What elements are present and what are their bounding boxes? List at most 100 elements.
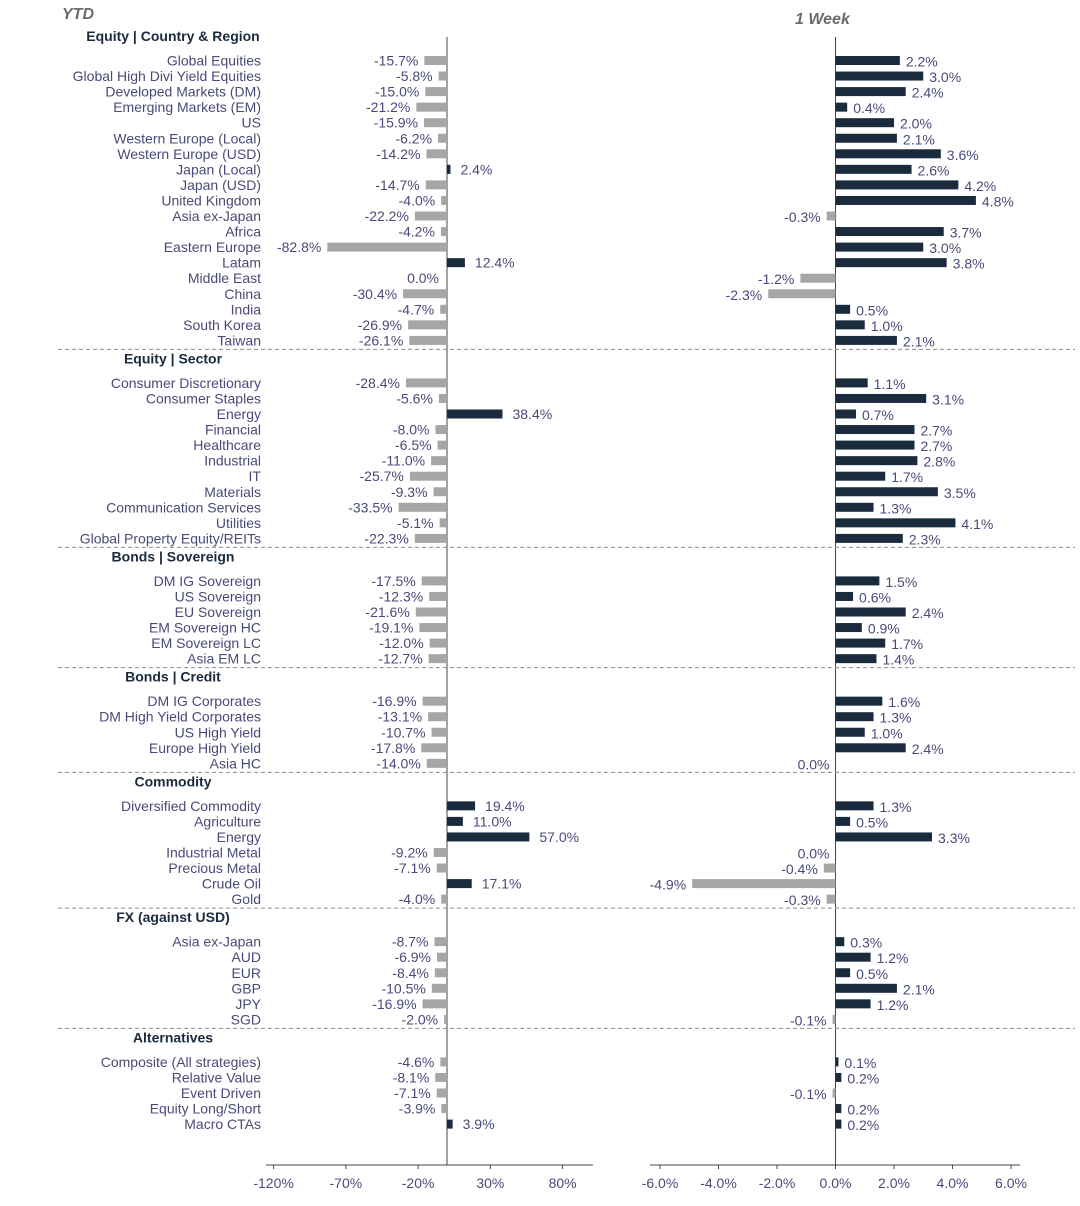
week-value-label: -0.4% <box>781 861 818 877</box>
ytd-value-label: -16.9% <box>372 996 416 1012</box>
week-bar <box>835 533 903 543</box>
week-bar <box>835 623 862 633</box>
category-label: Crude Oil <box>202 876 261 892</box>
week-bar <box>835 638 886 648</box>
ytd-value-label: -6.5% <box>395 437 432 453</box>
ytd-bar <box>447 409 503 419</box>
week-bar <box>835 952 871 962</box>
week-bar <box>835 456 918 466</box>
ytd-value-label: -6.2% <box>395 130 432 146</box>
week-value-label: 0.2% <box>847 1102 879 1118</box>
week-value-label: 4.1% <box>961 516 993 532</box>
week-bar <box>835 227 944 237</box>
ytd-value-label: -14.2% <box>376 146 420 162</box>
ytd-value-label: -9.2% <box>391 845 428 861</box>
week-value-label: 1.3% <box>880 500 912 516</box>
week-value-label: 2.2% <box>906 54 938 70</box>
ytd-bar <box>405 378 447 388</box>
ytd-x-tick-label: -120% <box>253 1175 293 1191</box>
week-bar <box>835 195 976 205</box>
ytd-bar <box>440 227 447 237</box>
ytd-bar <box>429 591 447 601</box>
ytd-value-label: -17.8% <box>371 740 415 756</box>
category-label: Africa <box>225 224 261 240</box>
category-label: DM High Yield Corporates <box>99 709 261 725</box>
week-bar <box>835 712 874 722</box>
ytd-value-label: -8.7% <box>392 934 429 950</box>
ytd-bar <box>438 393 447 403</box>
ytd-bar <box>440 304 447 314</box>
ytd-value-label: -4.0% <box>399 192 436 208</box>
ytd-bar <box>447 1119 453 1129</box>
category-label: Industrial <box>204 453 261 469</box>
category-label: IT <box>249 468 262 484</box>
category-label: Communication Services <box>106 499 261 515</box>
week-value-label: 3.5% <box>944 485 976 501</box>
week-value-label: 0.5% <box>856 814 888 830</box>
category-label: SGD <box>231 1011 261 1027</box>
ytd-value-label: -28.4% <box>356 375 400 391</box>
ytd-value-label: -22.2% <box>365 208 409 224</box>
week-value-label: 3.8% <box>953 256 985 272</box>
ytd-value-label: 12.4% <box>475 255 515 271</box>
week-bar <box>835 56 900 65</box>
ytd-bar <box>447 258 465 268</box>
week-bar <box>835 487 938 497</box>
category-label: Europe High Yield <box>149 740 261 756</box>
week-bar <box>835 71 924 81</box>
week-x-tick-label: 6.0% <box>995 1175 1027 1191</box>
week-value-label: 2.8% <box>923 454 955 470</box>
category-label: Energy <box>217 829 261 845</box>
week-bar <box>835 999 871 1009</box>
week-x-tick-label: 2.0% <box>878 1175 910 1191</box>
week-value-label: 3.3% <box>938 830 970 846</box>
week-value-label: 3.6% <box>947 147 979 163</box>
week-value-label: 0.5% <box>856 966 888 982</box>
category-label: EU Sovereign <box>175 604 261 620</box>
week-bar <box>835 471 886 481</box>
week-value-label: -0.3% <box>784 892 821 908</box>
category-label: Japan (USD) <box>180 177 261 193</box>
week-value-label: 2.1% <box>903 333 935 349</box>
ytd-value-label: -15.7% <box>374 53 418 69</box>
ytd-value-label: -30.4% <box>353 286 397 302</box>
ytd-value-label: 17.1% <box>482 876 522 892</box>
ytd-value-label: -8.1% <box>393 1069 430 1085</box>
ytd-bar <box>421 743 447 753</box>
ytd-value-label: -6.9% <box>394 949 431 965</box>
week-bar <box>692 879 836 889</box>
week-bar <box>835 696 883 706</box>
week-bar <box>835 320 865 330</box>
ytd-value-label: -5.1% <box>397 515 434 531</box>
ytd-bar <box>409 471 447 481</box>
ytd-value-label: -12.0% <box>379 635 423 651</box>
section-title: Equity | Country & Region <box>86 28 259 44</box>
ytd-value-label: -33.5% <box>348 499 392 515</box>
ytd-value-label: -12.7% <box>378 651 422 667</box>
ytd-bar <box>436 863 447 873</box>
ytd-bar <box>435 425 447 435</box>
category-label: Consumer Discretionary <box>111 375 261 391</box>
week-value-label: 0.2% <box>847 1117 879 1133</box>
ytd-value-label: -4.6% <box>398 1054 435 1070</box>
category-label: Gold <box>231 891 261 907</box>
ytd-bar <box>431 983 447 993</box>
category-label: Global Property Equity/REITs <box>80 530 261 546</box>
category-label: Asia ex-Japan <box>172 208 261 224</box>
category-label: Consumer Staples <box>146 390 261 406</box>
category-label: Industrial Metal <box>166 845 261 861</box>
ytd-value-label: -5.6% <box>396 390 433 406</box>
ytd-value-label: -7.1% <box>394 860 431 876</box>
week-bar <box>835 378 868 388</box>
ytd-bar <box>436 1088 447 1098</box>
category-label: AUD <box>231 949 261 965</box>
week-bar <box>835 335 897 345</box>
ytd-bar <box>421 576 447 586</box>
ytd-value-label: -4.0% <box>399 891 436 907</box>
ytd-bar <box>428 712 447 722</box>
week-value-label: -0.3% <box>784 209 821 225</box>
week-value-label: 1.5% <box>885 574 917 590</box>
category-label: Global High Divi Yield Equities <box>73 68 261 84</box>
week-value-label: 2.1% <box>903 131 935 147</box>
ytd-bar <box>431 456 447 466</box>
